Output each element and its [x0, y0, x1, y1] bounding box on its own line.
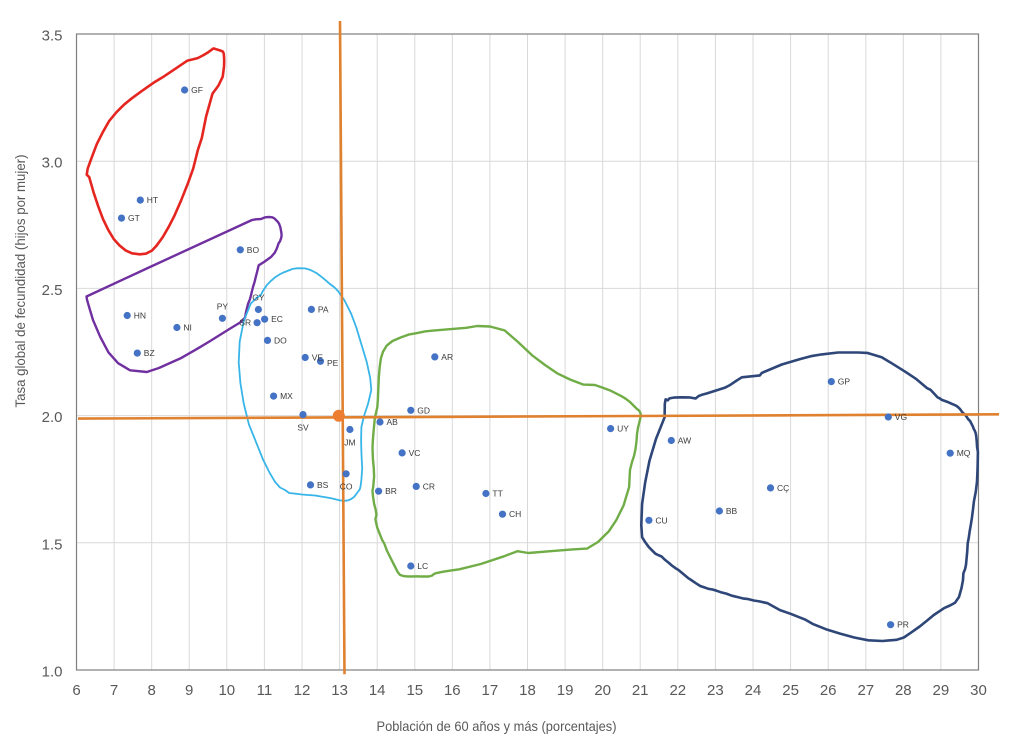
svg-text:27: 27 — [857, 682, 874, 699]
svg-text:2.0: 2.0 — [42, 409, 63, 426]
svg-text:22: 22 — [669, 682, 686, 699]
svg-text:Tasa global de fecundidad (hij: Tasa global de fecundidad (hijos por muj… — [12, 155, 28, 408]
svg-text:PA: PA — [318, 304, 329, 314]
svg-text:13: 13 — [331, 682, 348, 699]
svg-text:2.5: 2.5 — [42, 282, 63, 299]
svg-text:GF: GF — [191, 85, 203, 95]
svg-text:19: 19 — [557, 682, 574, 699]
svg-text:DO: DO — [274, 335, 287, 345]
svg-text:17: 17 — [482, 682, 499, 699]
svg-text:18: 18 — [519, 682, 536, 699]
svg-text:3.5: 3.5 — [42, 28, 63, 45]
svg-text:Población de 60 años y más (po: Población de 60 años y más (porcentajes) — [377, 718, 617, 734]
svg-text:UY: UY — [617, 424, 629, 434]
svg-text:CU: CU — [655, 515, 667, 525]
svg-text:26: 26 — [820, 682, 837, 699]
svg-text:PE: PE — [327, 358, 339, 368]
svg-text:29: 29 — [933, 682, 950, 699]
svg-text:GY: GY — [252, 293, 265, 303]
svg-text:7: 7 — [110, 682, 118, 699]
svg-text:HT: HT — [147, 195, 158, 205]
svg-text:VC: VC — [409, 448, 421, 458]
svg-text:9: 9 — [185, 682, 193, 699]
svg-text:16: 16 — [444, 682, 461, 699]
svg-text:CH: CH — [509, 509, 521, 519]
svg-text:BO: BO — [247, 245, 260, 255]
svg-text:GT: GT — [128, 213, 140, 223]
svg-text:3.0: 3.0 — [42, 155, 63, 172]
svg-text:GD: GD — [417, 405, 430, 415]
svg-text:15: 15 — [406, 682, 423, 699]
svg-text:23: 23 — [707, 682, 724, 699]
svg-text:21: 21 — [632, 682, 649, 699]
svg-text:VE: VE — [312, 353, 324, 363]
svg-text:CR: CR — [423, 481, 435, 491]
svg-text:AW: AW — [678, 436, 691, 446]
svg-text:JM: JM — [344, 437, 355, 447]
svg-text:14: 14 — [369, 682, 386, 699]
svg-text:EC: EC — [271, 314, 283, 324]
svg-text:1.5: 1.5 — [42, 536, 63, 553]
svg-text:SR: SR — [239, 318, 251, 328]
svg-text:MX: MX — [280, 391, 293, 401]
svg-text:NI: NI — [183, 323, 192, 333]
svg-text:MQ: MQ — [957, 448, 971, 458]
svg-text:BS: BS — [317, 480, 329, 490]
svg-text:BB: BB — [726, 506, 738, 516]
svg-text:PR: PR — [897, 620, 909, 630]
svg-text:AB: AB — [387, 417, 399, 427]
svg-text:BR: BR — [385, 486, 397, 496]
svg-text:VG: VG — [895, 412, 907, 422]
svg-text:GP: GP — [838, 377, 851, 387]
svg-text:28: 28 — [895, 682, 912, 699]
svg-text:AR: AR — [441, 352, 453, 362]
svg-text:30: 30 — [970, 682, 987, 699]
svg-text:8: 8 — [148, 682, 156, 699]
svg-text:CO: CO — [340, 482, 353, 492]
svg-text:HN: HN — [134, 311, 146, 321]
svg-text:24: 24 — [745, 682, 762, 699]
svg-text:20: 20 — [594, 682, 611, 699]
svg-text:10: 10 — [218, 682, 235, 699]
svg-text:PY: PY — [217, 301, 229, 311]
svg-text:TT: TT — [492, 489, 502, 499]
svg-text:1.0: 1.0 — [42, 664, 63, 681]
svg-text:12: 12 — [294, 682, 311, 699]
svg-text:LC: LC — [417, 561, 428, 571]
svg-text:25: 25 — [782, 682, 799, 699]
svg-text:CÇ: CÇ — [777, 483, 789, 493]
svg-text:BZ: BZ — [144, 348, 155, 358]
svg-text:11: 11 — [257, 682, 273, 699]
svg-text:6: 6 — [72, 682, 80, 699]
svg-text:SV: SV — [297, 422, 309, 432]
